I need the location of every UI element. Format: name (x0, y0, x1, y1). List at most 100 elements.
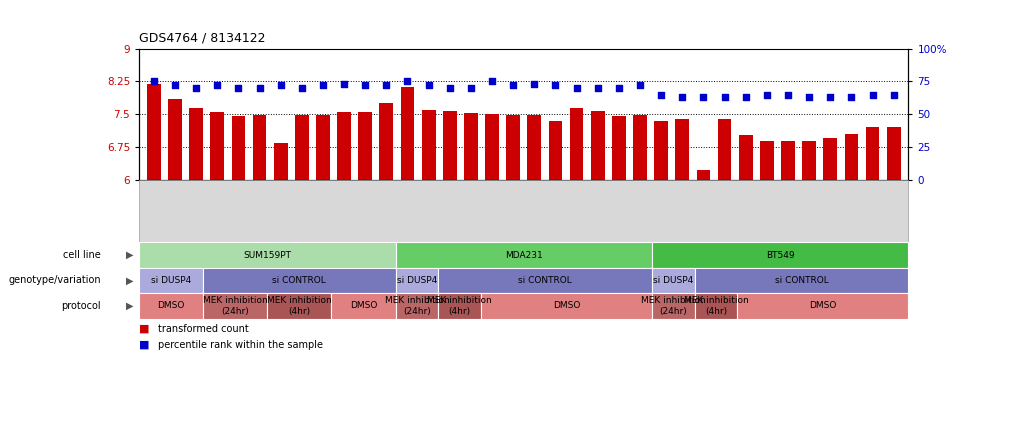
Point (589, 85, 606, 91)
Text: transformed count: transformed count (158, 324, 248, 334)
Point (716, 94, 732, 101)
Point (442, 85, 458, 91)
Text: cell line: cell line (63, 250, 101, 260)
Bar (612, 116, 626, 180)
Point (420, 82, 437, 89)
Point (187, 85, 204, 91)
Bar (760, 141, 774, 180)
Point (315, 82, 332, 89)
Point (526, 81, 543, 88)
Bar (401, 87, 414, 180)
Point (864, 91, 881, 98)
Point (737, 94, 754, 101)
Bar (168, 99, 182, 180)
Point (294, 85, 310, 91)
Text: ▶: ▶ (127, 275, 134, 286)
Bar (570, 108, 583, 180)
Bar (739, 135, 753, 180)
Point (230, 85, 246, 91)
Bar (465, 113, 478, 180)
Bar (845, 134, 858, 180)
Point (251, 85, 268, 91)
Text: MEK inhibition
(4hr): MEK inhibition (4hr) (684, 296, 749, 316)
Text: MEK inhibition
(4hr): MEK inhibition (4hr) (267, 296, 332, 316)
Point (336, 81, 352, 88)
Bar (358, 112, 372, 180)
Bar (274, 143, 287, 180)
Text: GDS4764 / 8134122: GDS4764 / 8134122 (139, 31, 266, 44)
Bar (485, 114, 499, 180)
Bar (781, 141, 795, 180)
Bar (507, 115, 520, 180)
Text: MEK inhibition
(24hr): MEK inhibition (24hr) (641, 296, 706, 316)
Text: si CONTROL: si CONTROL (775, 276, 828, 285)
Point (653, 91, 670, 98)
Bar (654, 121, 668, 180)
Point (400, 78, 416, 85)
Text: DMSO: DMSO (350, 301, 377, 310)
Bar (802, 141, 816, 180)
Bar (295, 115, 309, 180)
Bar (379, 103, 393, 180)
Text: si DUSP4: si DUSP4 (151, 276, 192, 285)
Point (801, 94, 818, 101)
Bar (887, 127, 900, 180)
Point (167, 82, 183, 89)
Point (547, 82, 563, 89)
Bar (147, 85, 161, 180)
Text: BT549: BT549 (766, 250, 794, 260)
Bar (190, 108, 203, 180)
Point (695, 94, 712, 101)
Point (844, 94, 860, 101)
Point (462, 85, 479, 91)
Text: MEK inhibition
(4hr): MEK inhibition (4hr) (427, 296, 492, 316)
Text: MEK inhibition
(24hr): MEK inhibition (24hr) (384, 296, 449, 316)
Point (505, 82, 521, 89)
Bar (718, 119, 731, 180)
Bar (865, 127, 880, 180)
Text: ▶: ▶ (127, 301, 134, 311)
Point (357, 82, 374, 89)
Text: ▶: ▶ (127, 250, 134, 260)
Text: DMSO: DMSO (553, 301, 580, 310)
Bar (676, 119, 689, 180)
Bar (633, 115, 647, 180)
Text: si CONTROL: si CONTROL (518, 276, 572, 285)
Bar (316, 115, 330, 180)
Text: percentile rank within the sample: percentile rank within the sample (158, 340, 322, 350)
Text: ■: ■ (139, 340, 149, 350)
Text: ■: ■ (139, 324, 149, 334)
Text: protocol: protocol (62, 301, 101, 311)
Point (759, 91, 776, 98)
Text: si DUSP4: si DUSP4 (653, 276, 693, 285)
Point (780, 91, 796, 98)
Point (145, 78, 162, 85)
Point (484, 78, 501, 85)
Point (378, 82, 394, 89)
Bar (421, 110, 436, 180)
Bar (527, 115, 541, 180)
Point (631, 82, 648, 89)
Bar (252, 115, 267, 180)
Text: si DUSP4: si DUSP4 (397, 276, 437, 285)
Point (611, 85, 627, 91)
Point (569, 85, 585, 91)
Text: genotype/variation: genotype/variation (8, 275, 101, 286)
Text: DMSO: DMSO (810, 301, 836, 310)
Point (209, 82, 226, 89)
Bar (443, 111, 456, 180)
Bar (337, 112, 351, 180)
Text: MDA231: MDA231 (505, 250, 543, 260)
Text: si CONTROL: si CONTROL (273, 276, 327, 285)
Point (272, 82, 288, 89)
Point (674, 94, 690, 101)
Text: MEK inhibition
(24hr): MEK inhibition (24hr) (203, 296, 268, 316)
Point (886, 91, 902, 98)
Bar (591, 111, 605, 180)
Bar (823, 138, 837, 180)
Bar (549, 121, 562, 180)
Bar (696, 170, 711, 180)
Text: SUM159PT: SUM159PT (243, 250, 291, 260)
Bar (232, 116, 245, 180)
Point (822, 94, 838, 101)
